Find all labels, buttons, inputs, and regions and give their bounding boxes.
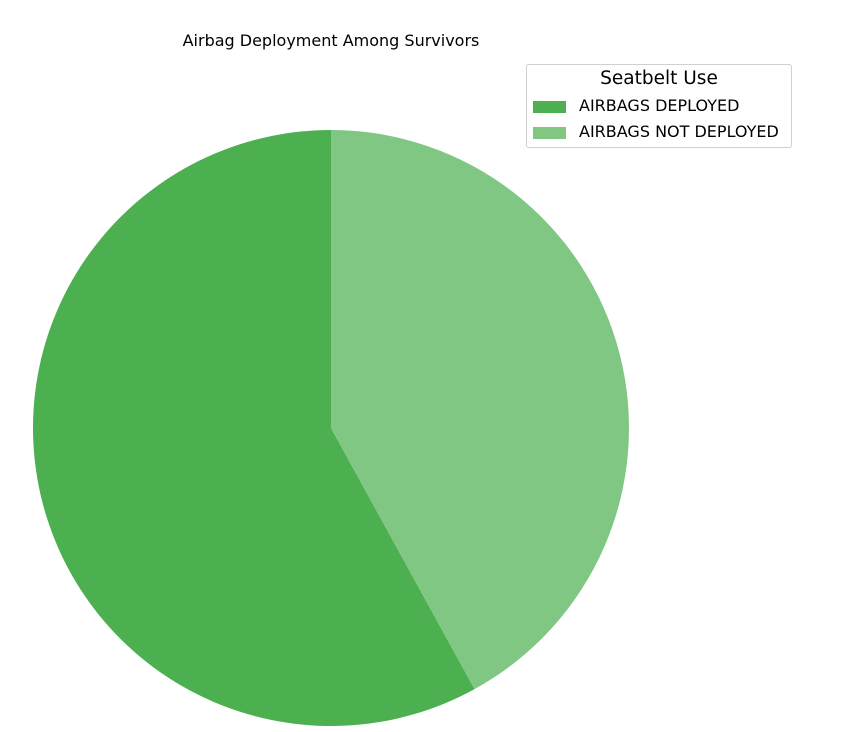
- pie-slice-airbags-not-deployed: [331, 130, 630, 690]
- legend: Seatbelt Use AIRBAGS DEPLOYED AIRBAGS NO…: [526, 64, 792, 148]
- pie-slices: [33, 130, 630, 726]
- legend-swatch-airbags-not-deployed: [533, 127, 566, 139]
- legend-label-airbags-not-deployed: AIRBAGS NOT DEPLOYED: [579, 122, 779, 141]
- legend-swatch-airbags-deployed: [533, 101, 566, 113]
- legend-title: Seatbelt Use: [600, 68, 718, 89]
- chart-title: Airbag Deployment Among Survivors: [182, 31, 480, 50]
- legend-label-airbags-deployed: AIRBAGS DEPLOYED: [579, 96, 740, 115]
- pie-slice-airbags-deployed: [33, 130, 475, 726]
